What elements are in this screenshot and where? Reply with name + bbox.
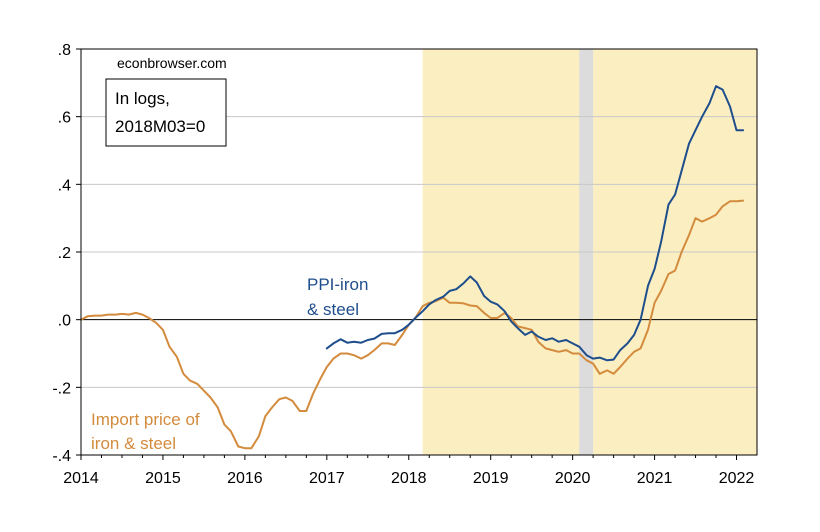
y-tick-label-2: .0 <box>58 313 71 330</box>
x-tick-label-4: 2018 <box>391 470 427 487</box>
y-tick-label-3: .2 <box>58 245 71 262</box>
series-label-import: Import price of iron & steel <box>91 410 200 453</box>
x-tick-label-5: 2019 <box>473 470 509 487</box>
x-tick-label-2: 2016 <box>227 470 263 487</box>
y-tick-label-5: .6 <box>58 110 71 127</box>
note-box: In logs, 2018M03=0 <box>105 78 227 147</box>
note-box-frame <box>105 78 227 147</box>
series-label-ppi: PPI-iron & steel <box>307 275 368 319</box>
series-label-ppi-line-2: & steel <box>307 300 359 319</box>
note-line-1: In logs, <box>115 89 170 108</box>
series-label-import-line-2: iron & steel <box>91 434 176 453</box>
y-tick-label-1: -.2 <box>52 380 71 397</box>
series-lines <box>80 85 745 450</box>
x-tick-label-1: 2015 <box>145 470 181 487</box>
y-tick-label-4: .4 <box>58 177 71 194</box>
axis-ticks: -.4 -.2 .0 .2 .4 .6 .8 2014 2015 2016 2017 2018 2019… <box>52 42 754 487</box>
x-tick-label-8: 2022 <box>719 470 755 487</box>
y-tick-label-0: -.4 <box>52 448 71 465</box>
y-tick-label-6: .8 <box>58 42 71 59</box>
note-line-2: 2018M03=0 <box>115 117 205 136</box>
x-tick-label-3: 2017 <box>309 470 345 487</box>
series-label-import-line-1: Import price of <box>91 410 200 429</box>
x-tick-label-0: 2014 <box>63 470 99 487</box>
series-line-1 <box>325 85 745 362</box>
x-tick-label-6: 2020 <box>555 470 591 487</box>
series-label-ppi-line-1: PPI-iron <box>307 275 368 294</box>
x-tick-label-7: 2021 <box>637 470 673 487</box>
watermark: econbrowser.com <box>117 55 227 71</box>
